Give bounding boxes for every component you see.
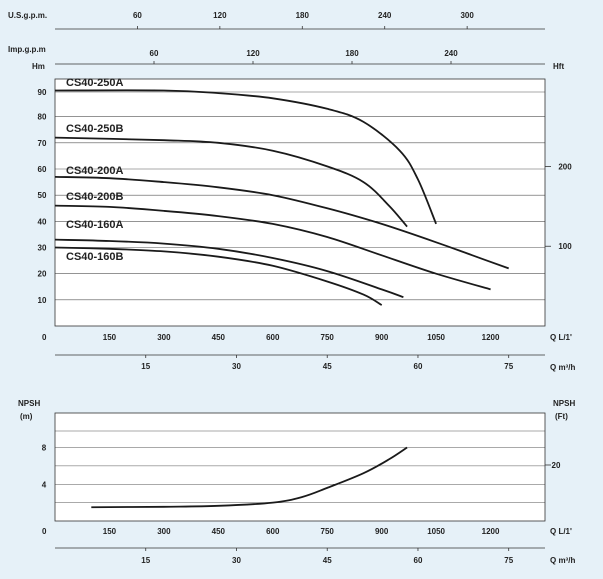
npsh-x-tick-label: 900 — [375, 527, 389, 536]
npsh-x-tick-label: 750 — [321, 527, 335, 536]
top-x-tick-label: 1200 — [482, 333, 500, 342]
npsh-m-axis-label-2: (m) — [20, 412, 33, 421]
npsh-m3h-tick-label: 60 — [414, 556, 423, 565]
usgpm-axis-label: U.S.g.p.m. — [8, 11, 47, 20]
m3h-tick-label: 15 — [141, 362, 150, 371]
top-y-tick-label: 40 — [38, 217, 47, 226]
npsh-ft-axis-label-2: (Ft) — [555, 412, 568, 421]
hft-tick-label: 100 — [558, 242, 572, 251]
pump-curve-cs40-200a — [54, 175, 509, 270]
top-x-tick-label: 300 — [157, 333, 171, 342]
npsh-q-m3h-axis-label: Q m³/h — [550, 556, 575, 565]
m3h-tick-label: 30 — [232, 362, 241, 371]
npsh-x-tick-label: 1050 — [427, 527, 445, 536]
npsh-x-tick-label: 450 — [212, 527, 226, 536]
npsh-plot-area — [55, 413, 545, 521]
npsh-x-tick-label: 1200 — [482, 527, 500, 536]
npsh-x-tick-label: 150 — [103, 527, 117, 536]
q-m3h-axis-label: Q m³/h — [550, 363, 575, 372]
npsh-m3h-tick-label: 45 — [323, 556, 332, 565]
npsh-ft-tick-label: 20 — [552, 461, 561, 470]
hm-axis-label: Hm — [32, 62, 45, 71]
impgpm-tick-label: 60 — [150, 49, 159, 58]
impgpm-axis-label: Imp.g.p.m — [8, 45, 46, 54]
usgpm-tick-label: 240 — [378, 11, 392, 20]
npsh-origin-label: 0 — [42, 527, 47, 536]
top-y-tick-label: 90 — [38, 88, 47, 97]
m3h-tick-label: 60 — [414, 362, 423, 371]
curve-label-cs40-160b: CS40-160B — [66, 251, 124, 263]
curve-label-cs40-200b: CS40-200B — [66, 191, 124, 203]
hft-tick-label: 200 — [558, 162, 572, 171]
npsh-y-tick-label: 8 — [42, 444, 47, 453]
npsh-ft-axis-label-1: NPSH — [553, 399, 575, 408]
npsh-x-tick-label: 600 — [266, 527, 280, 536]
hft-axis-label: Hft — [553, 62, 564, 71]
usgpm-tick-label: 60 — [133, 11, 142, 20]
top-y-tick-label: 70 — [38, 139, 47, 148]
npsh-y-tick-label: 4 — [42, 480, 47, 489]
npsh-m3h-tick-label: 30 — [232, 556, 241, 565]
m3h-tick-label: 45 — [323, 362, 332, 371]
curve-label-cs40-160a: CS40-160A — [66, 219, 124, 231]
top-y-tick-label: 80 — [38, 113, 47, 122]
usgpm-tick-label: 120 — [213, 11, 227, 20]
pump-curve-cs40-250b — [54, 136, 408, 228]
top-plot-area — [55, 79, 545, 326]
npsh-curve — [91, 446, 408, 509]
impgpm-tick-label: 120 — [246, 49, 260, 58]
q-ls-axis-label: Q L/1' — [550, 333, 572, 342]
top-x-tick-label: 1050 — [427, 333, 445, 342]
top-plot-frame — [54, 78, 546, 327]
npsh-plot-frame — [54, 412, 546, 522]
impgpm-tick-label: 180 — [345, 49, 359, 58]
top-y-tick-label: 60 — [38, 165, 47, 174]
usgpm-tick-label: 300 — [460, 11, 474, 20]
top-x-tick-label: 750 — [321, 333, 335, 342]
m3h-tick-label: 75 — [504, 362, 513, 371]
top-x-tick-label: 900 — [375, 333, 389, 342]
pump-curve-cs40-200b — [54, 204, 491, 291]
top-x-tick-label: 600 — [266, 333, 280, 342]
top-y-tick-label: 30 — [38, 244, 47, 253]
npsh-m3h-tick-label: 75 — [504, 556, 513, 565]
curve-label-cs40-200a: CS40-200A — [66, 165, 124, 177]
top-y-tick-label: 20 — [38, 270, 47, 279]
origin-label: 0 — [42, 333, 47, 342]
curve-label-cs40-250a: CS40-250A — [66, 77, 124, 89]
pump-curve-cs40-160a — [54, 238, 404, 299]
top-y-tick-label: 50 — [38, 191, 47, 200]
npsh-m3h-tick-label: 15 — [141, 556, 150, 565]
npsh-m-axis-label-1: NPSH — [18, 399, 40, 408]
usgpm-tick-label: 180 — [296, 11, 310, 20]
pump-curve-cs40-250a — [54, 89, 437, 225]
npsh-q-ls-axis-label: Q L/1' — [550, 527, 572, 536]
curve-label-cs40-250b: CS40-250B — [66, 123, 124, 135]
top-y-tick-label: 10 — [38, 296, 47, 305]
impgpm-tick-label: 240 — [444, 49, 458, 58]
top-x-tick-label: 150 — [103, 333, 117, 342]
npsh-x-tick-label: 300 — [157, 527, 171, 536]
top-x-tick-label: 450 — [212, 333, 226, 342]
pump-curve-cs40-160b — [54, 246, 383, 306]
